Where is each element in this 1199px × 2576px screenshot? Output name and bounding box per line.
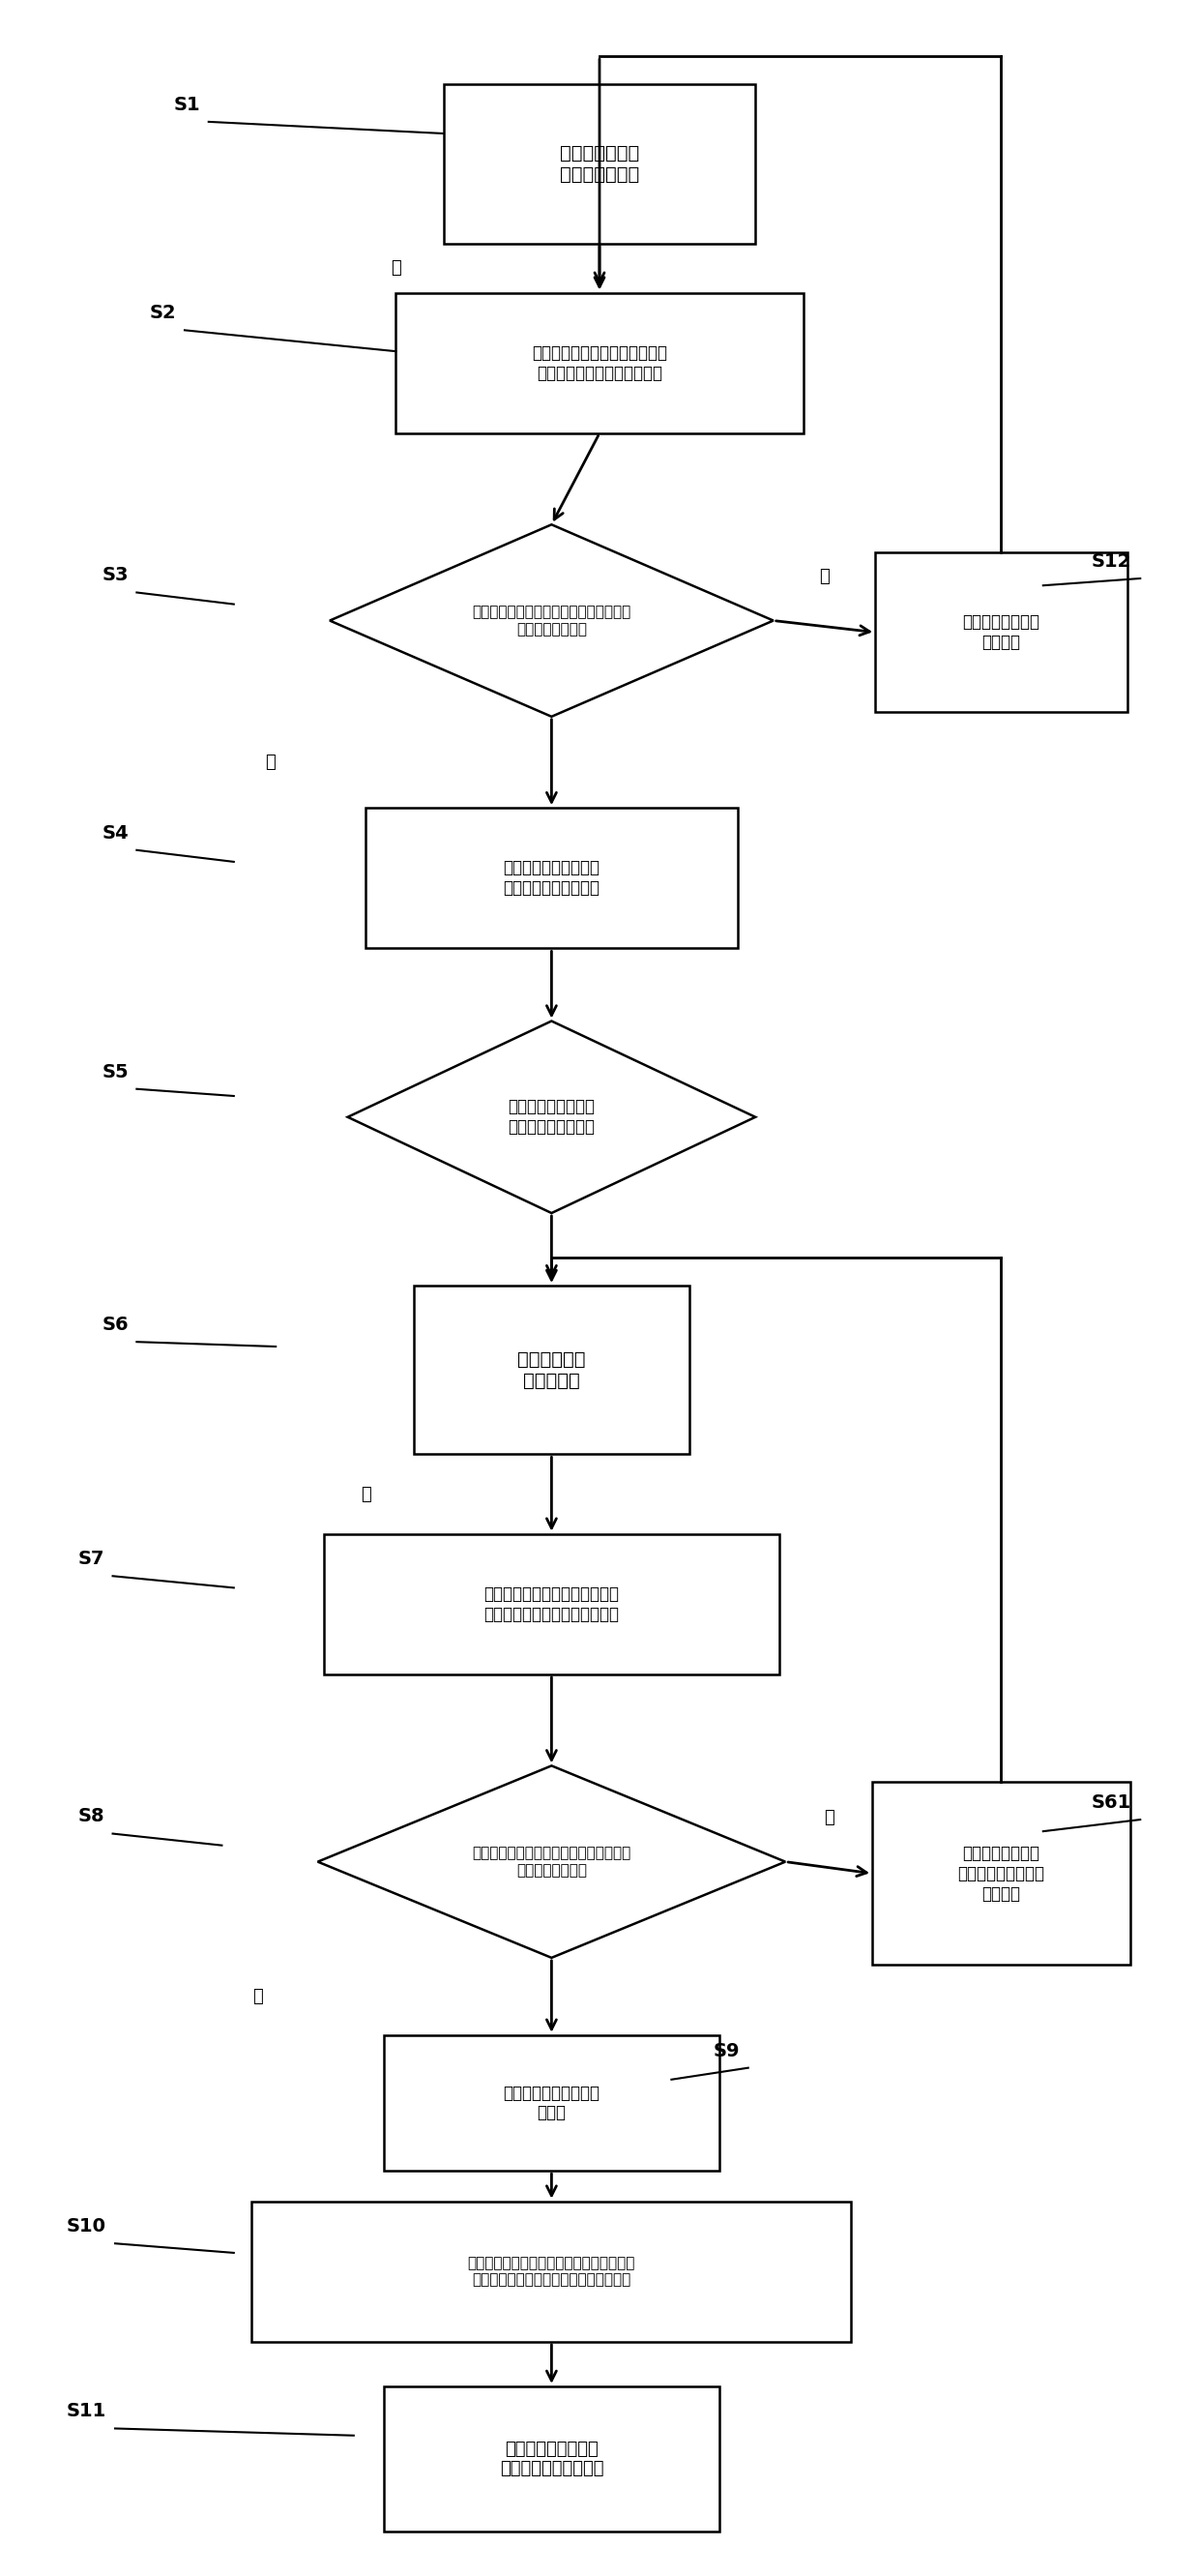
Text: 展示物料名称及该物料
序列号: 展示物料名称及该物料 序列号 [504, 2084, 600, 2123]
Text: 数据库中创建
物料序列号: 数据库中创建 物料序列号 [518, 1350, 585, 1391]
Text: S5: S5 [102, 1064, 128, 1082]
Text: 查询该物料名称及该物料名称相
对应的不定度无序树链表序列号: 查询该物料名称及该物料名称相 对应的不定度无序树链表序列号 [484, 1584, 619, 1623]
Text: S10: S10 [66, 2218, 106, 2236]
Text: S2: S2 [150, 304, 176, 322]
Bar [324, 1533, 779, 1674]
Text: S8: S8 [78, 1808, 104, 1826]
Text: 数据库中是否存在不定度无序树链表编码
相对应的物料名称: 数据库中是否存在不定度无序树链表编码 相对应的物料名称 [472, 605, 631, 636]
Bar [414, 1285, 689, 1455]
Text: 否: 否 [819, 569, 830, 585]
Bar [444, 85, 755, 245]
Text: S6: S6 [102, 1316, 128, 1334]
Bar [396, 294, 803, 433]
Bar [366, 809, 737, 948]
Text: S3: S3 [102, 567, 128, 585]
Text: 增加不定度无序树
链表编码相对应的物
料序列号: 增加不定度无序树 链表编码相对应的物 料序列号 [958, 1844, 1044, 1901]
Polygon shape [318, 1765, 785, 1958]
Text: 是: 是 [361, 1486, 370, 1502]
Text: 查询该物料名称及该物料名称相
对应的不定度无序树链表编码: 查询该物料名称及该物料名称相 对应的不定度无序树链表编码 [532, 345, 667, 381]
Text: S11: S11 [66, 2403, 106, 2421]
Text: S4: S4 [102, 824, 128, 842]
Text: 是: 是 [253, 1989, 263, 2004]
Text: S1: S1 [174, 95, 200, 113]
Polygon shape [348, 1020, 755, 1213]
Bar [384, 2035, 719, 2172]
Text: 数据库中是否存在不定度无序树链表编码
相应的物料序列号: 数据库中是否存在不定度无序树链表编码 相应的物料序列号 [472, 1847, 631, 1878]
Bar [252, 2202, 851, 2342]
Text: 数据库中创建不
定度无序树链表: 数据库中创建不 定度无序树链表 [560, 144, 639, 183]
Text: 得到最终的物料编码
和编码对应的物料名称: 得到最终的物料编码 和编码对应的物料名称 [500, 2439, 603, 2478]
Polygon shape [330, 526, 773, 716]
Bar [872, 1783, 1129, 1965]
Text: S61: S61 [1091, 1793, 1131, 1811]
Text: 在树状链表填写分类部分的内容，逐层延展
到尾链，最终把每一层拉链表拼接到一起: 在树状链表填写分类部分的内容，逐层延展 到尾链，最终把每一层拉链表拼接到一起 [468, 2257, 635, 2287]
Text: S12: S12 [1091, 551, 1131, 572]
Text: 查询不到物料名称，
依据物料序列号查询: 查询不到物料名称， 依据物料序列号查询 [508, 1097, 595, 1136]
Text: 展示物料名称及该物料
不定度无序树链表编码: 展示物料名称及该物料 不定度无序树链表编码 [504, 860, 600, 896]
Text: S7: S7 [78, 1551, 104, 1569]
Text: 增加不定度无序树
链表编码: 增加不定度无序树 链表编码 [963, 613, 1040, 652]
Bar [875, 554, 1127, 711]
Bar [384, 2385, 719, 2532]
Text: 否: 否 [824, 1808, 835, 1826]
Text: S9: S9 [713, 2043, 740, 2061]
Text: 是: 是 [265, 755, 275, 770]
Text: 是: 是 [391, 260, 400, 276]
